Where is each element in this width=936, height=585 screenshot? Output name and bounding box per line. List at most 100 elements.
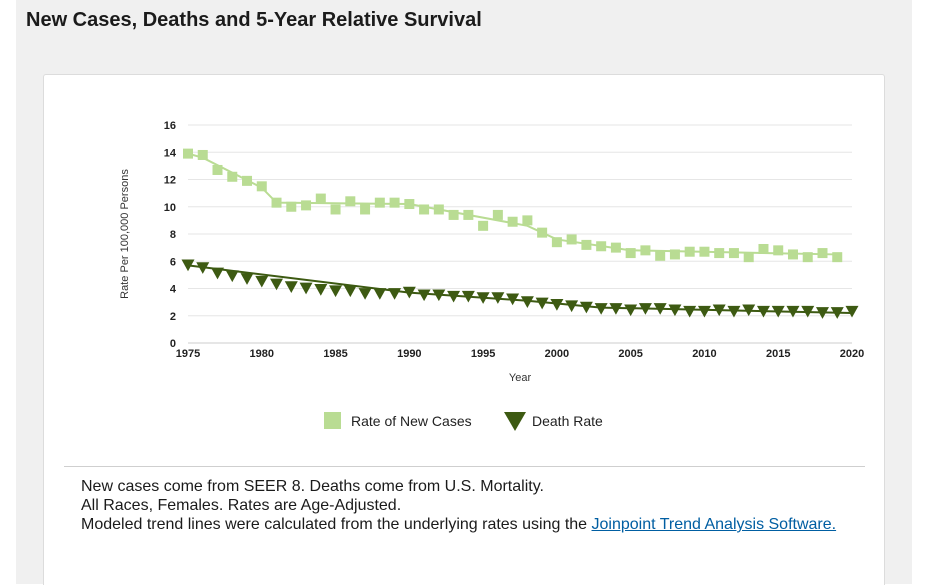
death-rate-point	[756, 305, 770, 318]
panel-title: New Cases, Deaths and 5-Year Relative Su…	[26, 9, 482, 31]
new-cases-point	[183, 148, 193, 159]
new-cases-point	[728, 248, 739, 259]
death-rate-point	[845, 305, 859, 318]
new-cases-point	[743, 252, 754, 263]
y-tick-label: 6	[170, 256, 176, 268]
y-tick-label: 14	[164, 147, 177, 159]
new-cases-point	[478, 220, 489, 231]
new-cases-point	[566, 234, 577, 245]
death-rate-point	[565, 300, 579, 313]
y-tick-label: 12	[164, 175, 176, 187]
death-rate-point	[240, 273, 254, 285]
new-cases-point	[655, 250, 666, 261]
new-cases-point	[758, 243, 769, 254]
new-cases-point	[227, 171, 238, 182]
notes-divider	[64, 466, 865, 467]
death-rate-point	[520, 296, 534, 308]
death-rate-point	[255, 275, 269, 288]
death-rate-point	[417, 289, 431, 302]
new-cases-point	[463, 209, 474, 220]
y-tick-label: 10	[164, 202, 176, 214]
trend-chart: 0 2 4 6 8 10 12 14 16 1975 1980 1985 1990 1995 2000 200…	[119, 120, 864, 431]
x-tick-label: 2015	[766, 348, 790, 360]
death-rate-point	[181, 259, 195, 272]
joinpoint-link[interactable]: Joinpoint Trend Analysis Software.	[591, 516, 837, 533]
new-cases-point	[242, 175, 253, 186]
death-rate-point	[830, 307, 844, 319]
y-tick-label: 16	[164, 120, 176, 132]
new-cases-point	[802, 252, 813, 263]
death-rate-point	[638, 303, 652, 315]
x-tick-label: 2020	[840, 348, 864, 360]
new-cases-point	[507, 216, 518, 227]
legend-death-rate-swatch	[504, 412, 526, 431]
death-rate-point	[476, 292, 490, 304]
death-rate-point	[506, 293, 520, 306]
death-rate-point	[712, 304, 726, 317]
new-cases-point	[817, 248, 828, 259]
new-cases-point	[448, 209, 459, 220]
new-cases-point	[625, 248, 636, 259]
death-rate-point	[432, 289, 446, 302]
x-tick-label: 1975	[176, 348, 200, 360]
new-cases-point	[832, 252, 843, 263]
death-rate-point	[653, 303, 667, 315]
note-line-1: New cases come from SEER 8. Deaths come …	[81, 478, 544, 495]
new-cases-point	[537, 227, 548, 238]
x-tick-label: 1995	[471, 348, 495, 360]
death-rate-point	[373, 288, 387, 300]
death-rate-point	[447, 290, 461, 303]
y-axis-title: Rate Per 100,000 Persons	[119, 169, 131, 299]
x-tick-label: 2000	[545, 348, 569, 360]
new-cases-point	[699, 246, 710, 257]
death-rate-point	[284, 281, 298, 293]
new-cases-point	[581, 239, 592, 250]
death-rate-point	[535, 297, 549, 310]
death-rate-point	[668, 304, 682, 317]
x-tick-label: 1980	[250, 348, 274, 360]
note-line-3-text: Modeled trend lines were calculated from…	[81, 516, 592, 533]
new-cases-point	[596, 241, 607, 252]
x-tick-label: 1985	[323, 348, 347, 360]
new-cases-point	[345, 196, 356, 207]
legend-new-cases-swatch	[324, 412, 341, 429]
new-cases-point	[301, 200, 312, 211]
y-tick-label: 0	[170, 338, 176, 350]
death-rate-point	[786, 305, 800, 318]
new-cases-point	[551, 237, 562, 248]
death-rate-point	[815, 307, 829, 319]
death-rate-point	[579, 301, 593, 314]
death-rate-point	[358, 288, 372, 300]
note-line-3: Modeled trend lines were calculated from…	[81, 515, 841, 534]
new-cases-point	[773, 245, 784, 256]
death-rate-point	[683, 305, 697, 318]
y-tick-label: 2	[170, 311, 176, 323]
chart-panel: New Cases, Deaths and 5-Year Relative Su…	[16, 0, 912, 585]
death-rate-point	[697, 305, 711, 318]
death-rate-point	[402, 286, 416, 299]
x-axis-title: Year	[509, 372, 532, 384]
death-rate-point	[461, 290, 475, 303]
new-cases-point	[256, 181, 267, 192]
x-tick-label: 1990	[397, 348, 421, 360]
new-cases-point	[286, 201, 297, 212]
death-rate-point	[388, 288, 402, 300]
y-tick-label: 8	[170, 229, 176, 241]
new-cases-point	[669, 249, 680, 260]
death-rate-point	[343, 285, 357, 298]
new-cases-point	[374, 197, 385, 208]
new-cases-point	[330, 204, 341, 215]
chart-notes: New cases come from SEER 8. Deaths come …	[81, 477, 841, 534]
legend-death-rate-label: Death Rate	[532, 413, 603, 429]
chart-card: 0 2 4 6 8 10 12 14 16 1975 1980 1985 1990 1995 2000 200…	[43, 74, 885, 585]
death-rate-point	[624, 304, 638, 317]
new-cases-point	[714, 248, 725, 259]
new-cases-point	[684, 246, 695, 257]
new-cases-point	[271, 197, 282, 208]
new-cases-point	[360, 204, 371, 215]
death-rate-point	[314, 284, 328, 296]
death-rate-point	[196, 262, 210, 274]
new-cases-point	[610, 242, 621, 253]
new-cases-point	[404, 199, 415, 210]
x-tick-label: 2010	[692, 348, 716, 360]
